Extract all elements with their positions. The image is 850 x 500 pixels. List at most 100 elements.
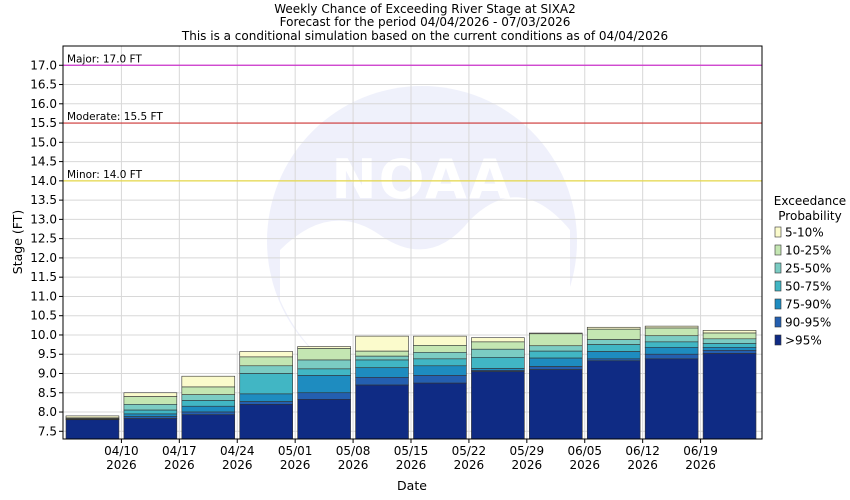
bar-segment	[644, 353, 699, 360]
bar-segment	[297, 359, 351, 370]
bar-segment	[413, 358, 467, 367]
threshold-label: Major: 17.0 FT	[67, 53, 142, 65]
plot-border	[62, 45, 763, 440]
bar-segment	[65, 419, 120, 440]
bar-segment	[123, 396, 178, 405]
bar-segment	[355, 350, 409, 357]
y-tick-label: 15.5	[30, 116, 57, 130]
bar-segment	[413, 382, 467, 440]
bar-segment	[239, 393, 293, 402]
legend-swatch	[774, 316, 782, 328]
x-tick-date: 05/22	[452, 444, 487, 458]
x-tick-date: 05/15	[394, 444, 429, 458]
legend-label: 90-95%	[785, 316, 831, 330]
x-tick-year: 2026	[627, 458, 658, 472]
bar-segment	[702, 350, 757, 354]
x-tick-year: 2026	[685, 458, 716, 472]
bar-segment	[181, 405, 236, 413]
x-tick-year: 2026	[280, 458, 311, 472]
threshold-label: Moderate: 15.5 FT	[67, 111, 163, 123]
legend: Exceedance Probability 5-10% 10-25% 25-50%…	[774, 194, 846, 348]
x-tick-date: 05/29	[510, 444, 545, 458]
x-tick-year: 2026	[512, 458, 543, 472]
x-axis-ticks: 04/10202604/17202604/24202605/01202605/0…	[104, 439, 718, 472]
bar-segment	[239, 356, 293, 367]
chart-title-line-1: Weekly Chance of Exceeding River Stage a…	[274, 2, 576, 16]
bar-segment	[355, 335, 409, 352]
bar-segment	[644, 341, 699, 348]
threshold-label: Minor: 14.0 FT	[67, 169, 143, 181]
bar-segment	[702, 346, 757, 351]
y-tick-label: 11.5	[30, 270, 57, 284]
bar-segment	[644, 335, 699, 343]
y-tick-label: 11.0	[30, 289, 57, 303]
y-tick-label: 14.0	[30, 174, 57, 188]
legend-label: 10-25%	[785, 244, 831, 258]
chart-title-line-3: This is a conditional simulation based o…	[181, 29, 668, 43]
bar-segment	[239, 404, 293, 440]
bar-segment	[586, 328, 641, 340]
y-tick-label: 9.5	[38, 347, 57, 361]
bar-segment	[702, 330, 757, 334]
legend-swatch	[774, 280, 782, 292]
y-tick-label: 13.5	[30, 193, 57, 207]
y-tick-label: 13.0	[30, 212, 57, 226]
bar-segment	[355, 355, 409, 361]
x-tick-year: 2026	[164, 458, 195, 472]
bar-segment	[239, 365, 293, 374]
bar-segment	[471, 357, 525, 369]
legend-swatch	[774, 298, 782, 310]
bar-segment	[181, 400, 236, 407]
x-tick-year: 2026	[569, 458, 600, 472]
bar-segment	[181, 394, 236, 401]
bar-segment	[529, 350, 583, 359]
bar-segment	[181, 414, 236, 440]
svg-text:NOAA: NOAA	[331, 148, 512, 211]
bar-segment	[529, 369, 583, 440]
bar-segment	[413, 335, 467, 346]
bar-segment	[413, 352, 467, 360]
bar-segment	[586, 360, 641, 440]
bar-segment	[355, 377, 409, 386]
y-tick-label: 15.0	[30, 135, 57, 149]
bar-segment	[471, 337, 525, 343]
bar-segment	[123, 413, 178, 417]
bar-segment	[239, 373, 293, 395]
bar-segment	[181, 375, 236, 388]
legend-swatch	[774, 262, 782, 274]
y-tick-label: 16.5	[30, 78, 57, 92]
x-tick-date: 06/05	[567, 444, 602, 458]
bar-segment	[529, 357, 583, 367]
bar-segment	[297, 399, 351, 440]
bar-segment	[529, 345, 583, 352]
y-tick-label: 12.0	[30, 251, 57, 265]
y-tick-label: 12.5	[30, 232, 57, 246]
y-tick-label: 14.5	[30, 155, 57, 169]
legend-label: >95%	[785, 334, 822, 348]
bar-segment	[181, 386, 236, 395]
bar-segment	[471, 348, 525, 358]
bar-segment	[702, 332, 757, 340]
y-tick-label: 7.5	[38, 424, 57, 438]
legend-label: 75-90%	[785, 298, 831, 312]
y-tick-label: 9.0	[38, 367, 57, 381]
x-tick-date: 06/12	[625, 444, 660, 458]
bar-segment	[297, 348, 351, 361]
y-tick-label: 16.0	[30, 97, 57, 111]
y-tick-label: 17.0	[30, 58, 57, 72]
bar-segment	[123, 409, 178, 415]
legend-swatch	[774, 226, 782, 238]
bar-segment	[702, 338, 757, 344]
bar-segment	[702, 343, 757, 348]
y-tick-label: 10.0	[30, 328, 57, 342]
y-tick-label: 10.5	[30, 309, 57, 323]
x-tick-year: 2026	[338, 458, 369, 472]
x-tick-year: 2026	[222, 458, 253, 472]
legend-title-line-2: Probability	[778, 209, 841, 223]
x-axis-label: Date	[397, 478, 427, 493]
y-tick-label: 8.5	[38, 386, 57, 400]
y-tick-label: 8.0	[38, 405, 57, 419]
bar-segment	[239, 401, 293, 405]
bar-segment	[413, 375, 467, 384]
